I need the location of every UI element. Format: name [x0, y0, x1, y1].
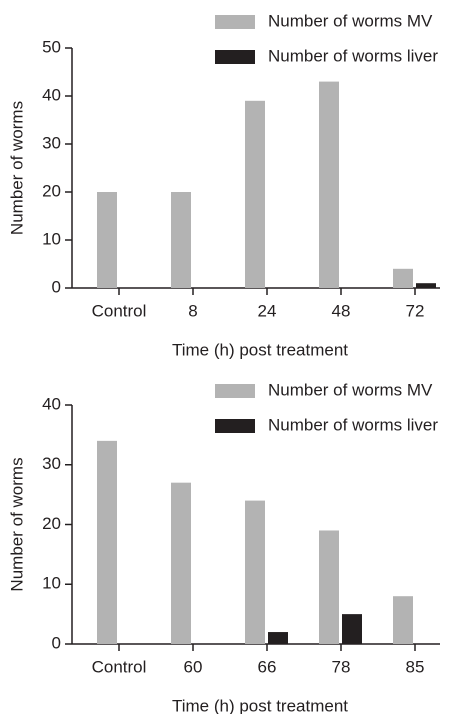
bar	[393, 268, 413, 288]
bar	[245, 500, 265, 644]
legend-label: Number of worms liver	[268, 46, 438, 65]
bar	[171, 482, 191, 644]
x-tick-label: 8	[188, 301, 197, 320]
y-tick-label: 10	[42, 574, 61, 593]
bar	[97, 192, 117, 288]
x-tick-label: 85	[406, 657, 425, 676]
y-tick-label: 20	[42, 514, 61, 533]
y-tick-label: 0	[52, 633, 61, 652]
y-tick-label: 0	[52, 277, 61, 296]
legend-swatch	[215, 50, 255, 64]
x-tick-label: 48	[332, 301, 351, 320]
bar	[171, 192, 191, 288]
legend-label: Number of worms MV	[268, 11, 433, 30]
bar	[97, 440, 117, 644]
legend-swatch	[215, 419, 255, 433]
x-tick-label: 66	[258, 657, 277, 676]
y-tick-label: 10	[42, 229, 61, 248]
y-tick-label: 40	[42, 85, 61, 104]
y-tick-label: 30	[42, 133, 61, 152]
y-tick-label: 50	[42, 37, 61, 56]
x-tick-label: Control	[92, 657, 147, 676]
x-tick-label: 78	[332, 657, 351, 676]
bar	[245, 100, 265, 288]
bar	[416, 283, 436, 288]
x-tick-label: Control	[92, 301, 147, 320]
legend-label: Number of worms liver	[268, 415, 438, 434]
x-tick-label: 24	[258, 301, 277, 320]
bar	[268, 632, 288, 644]
x-axis-title: Time (h) post treatment	[172, 696, 348, 714]
x-tick-label: 60	[184, 657, 203, 676]
y-axis-title: Number of worms	[7, 457, 26, 591]
bar	[319, 81, 339, 288]
legend-label: Number of worms MV	[268, 380, 433, 399]
bar	[393, 596, 413, 644]
y-tick-label: 30	[42, 454, 61, 473]
bar	[319, 530, 339, 644]
y-tick-label: 20	[42, 181, 61, 200]
x-axis-title: Time (h) post treatment	[172, 340, 348, 359]
y-tick-label: 40	[42, 394, 61, 413]
y-axis-title: Number of worms	[7, 101, 26, 235]
legend-swatch	[215, 384, 255, 398]
x-tick-label: 72	[406, 301, 425, 320]
legend-swatch	[215, 15, 255, 29]
bar	[342, 614, 362, 644]
